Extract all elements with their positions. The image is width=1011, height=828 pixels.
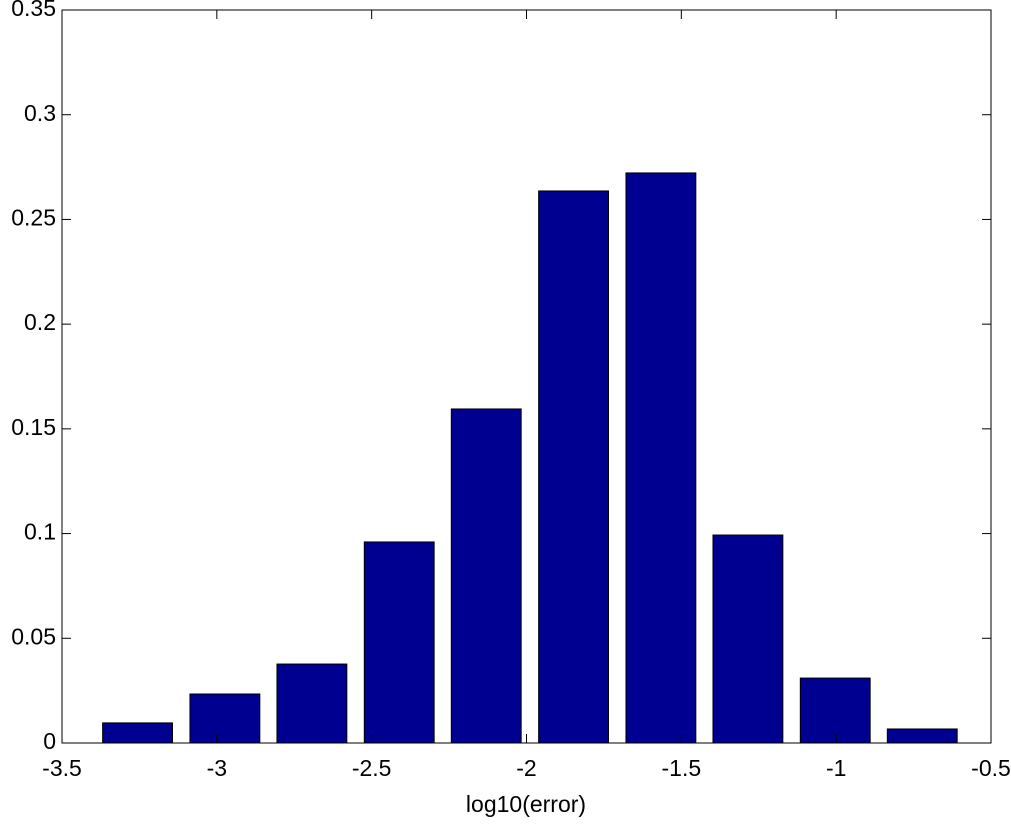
- y-tick-label: 0.05: [11, 623, 56, 649]
- x-tick-label: -3: [207, 755, 227, 781]
- x-tick-label: -1.5: [662, 755, 702, 781]
- bar: [886, 728, 958, 744]
- y-tick-label: 0.25: [11, 205, 56, 231]
- x-tick-label: -0.5: [971, 755, 1011, 781]
- x-tick-label: -2: [516, 755, 536, 781]
- bar: [102, 722, 173, 744]
- y-tick-label: 0.15: [11, 414, 56, 440]
- x-tick-label: -2.5: [352, 755, 392, 781]
- y-tick-label: 0.3: [24, 100, 56, 126]
- bar: [363, 541, 435, 744]
- plot-frame: [61, 9, 992, 744]
- x-tick-label: -1: [826, 755, 846, 781]
- bar: [450, 408, 522, 744]
- y-tick-label: 0.1: [24, 519, 56, 545]
- y-tick-label: 0: [43, 728, 56, 754]
- bar: [538, 190, 609, 744]
- bar: [625, 172, 697, 744]
- bar: [712, 534, 784, 744]
- bar: [799, 677, 871, 744]
- x-axis-label: log10(error): [466, 791, 586, 817]
- bar: [189, 693, 261, 744]
- y-tick-label: 0.35: [11, 0, 56, 21]
- bar: [276, 663, 348, 744]
- x-tick-label: -3.5: [42, 755, 82, 781]
- y-tick-label: 0.2: [24, 309, 56, 335]
